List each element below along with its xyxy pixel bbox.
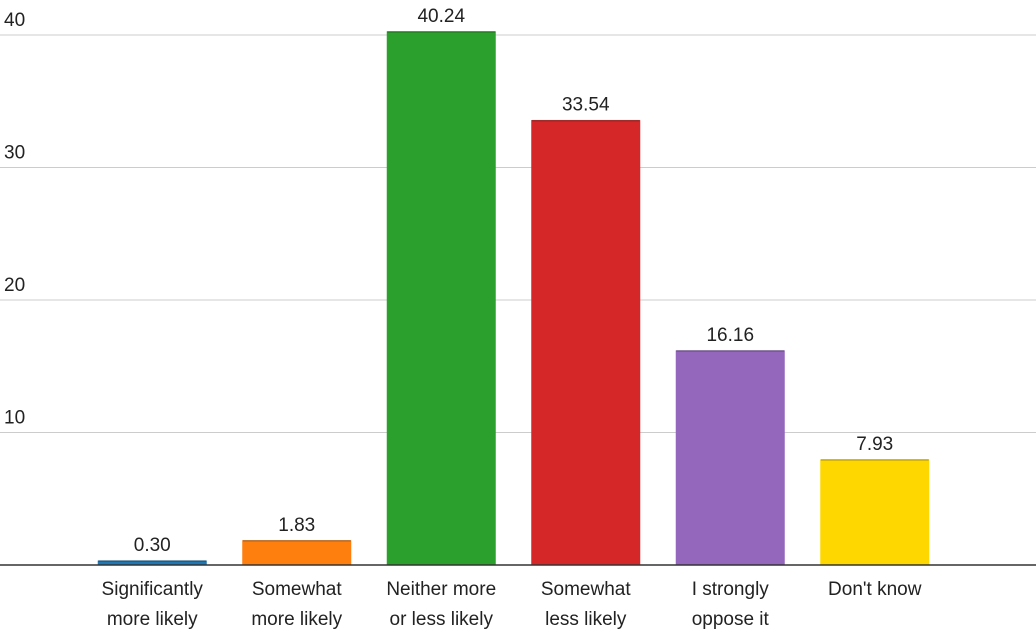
y-tick-label: 40 <box>4 10 25 31</box>
x-tick-label: oppose it <box>692 609 770 630</box>
bars <box>97 31 930 566</box>
data-label: 33.54 <box>562 95 610 116</box>
y-tick-label: 30 <box>4 143 25 164</box>
y-tick-label: 20 <box>4 275 25 296</box>
gridlines <box>0 34 1036 433</box>
x-tick-label: Don't know <box>828 579 922 600</box>
x-tick-label: less likely <box>545 609 627 630</box>
x-tick-label: more likely <box>107 609 198 630</box>
data-label: 16.16 <box>706 325 754 346</box>
bar <box>820 459 930 566</box>
x-tick-label: Neither more <box>386 579 496 600</box>
data-label: 7.93 <box>856 434 893 455</box>
bar <box>386 31 496 566</box>
bar <box>242 540 352 566</box>
bar <box>675 350 785 566</box>
y-tick-label: 10 <box>4 408 25 429</box>
x-tick-label: or less likely <box>390 609 494 630</box>
value-labels: 0.30 1.83 40.24 33.54 16.16 7.93 <box>134 6 893 556</box>
x-tick-label: I strongly <box>692 579 770 600</box>
data-label: 1.83 <box>278 515 315 536</box>
x-tick-label: Somewhat <box>252 579 342 600</box>
bar <box>531 120 641 566</box>
data-label: 40.24 <box>417 6 465 27</box>
data-label: 0.30 <box>134 535 171 556</box>
axes: 10 20 30 40 Significantly more likely Somewhat… <box>0 10 1036 630</box>
x-tick-label: more likely <box>251 609 342 630</box>
x-tick-label: Somewhat <box>541 579 631 600</box>
x-tick-label: Significantly <box>102 579 204 600</box>
